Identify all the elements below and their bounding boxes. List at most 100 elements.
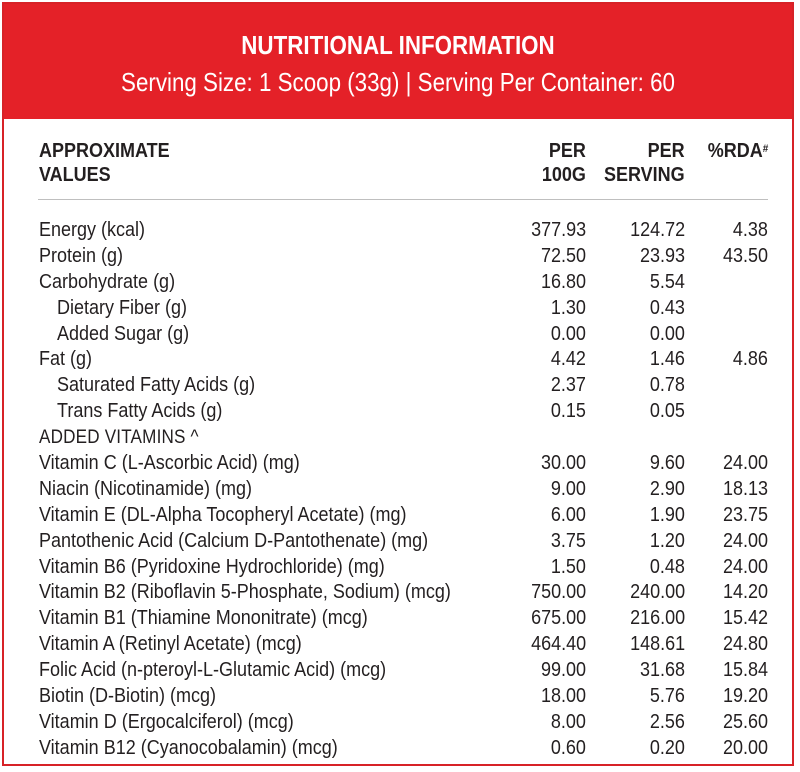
value-per-100g: 99.00	[540, 659, 586, 682]
value-per-100g: 675.00	[530, 607, 586, 630]
value-rda: 19.20	[722, 685, 768, 708]
nutrient-label: Energy (kcal)	[39, 219, 146, 241]
nutrient-label: Dietary Fiber (g)	[57, 296, 188, 319]
header-divider	[38, 199, 768, 200]
value-per-serving: 31.68	[639, 659, 685, 682]
value-per-serving: 1.20	[649, 529, 685, 552]
value-per-100g: 3.75	[550, 529, 586, 552]
table-row: Saturated Fatty Acids (g) 2.37 0.78	[4, 373, 792, 399]
value-per-serving: 0.20	[649, 736, 685, 759]
value-per-serving: 9.60	[649, 452, 685, 475]
nutrient-label: Vitamin E (DL-Alpha Tocopheryl Acetate) …	[39, 503, 407, 526]
value-rda: 23.75	[722, 503, 768, 526]
value-per-serving: 216.00	[629, 607, 685, 630]
value-rda: 25.60	[722, 710, 768, 733]
value-per-100g: 72.50	[540, 244, 586, 267]
value-per-100g: 9.00	[550, 477, 586, 500]
table-row: Biotin (D-Biotin) (mcg) 18.00 5.76 19.20	[4, 684, 792, 710]
table-row: Vitamin B12 (Cyanocobalamin) (mcg) 0.60 0.…	[4, 736, 792, 762]
table-row: Pantothenic Acid (Calcium D-Pantothenate…	[4, 529, 792, 555]
nutrient-label: Saturated Fatty Acids (g)	[57, 374, 256, 397]
value-per-100g: 0.00	[550, 322, 586, 345]
table-row: ADDED VITAMINS ^	[4, 425, 792, 451]
column-header-values-line2: VALUES	[39, 164, 111, 186]
value-per-100g: 16.80	[540, 270, 586, 293]
table-row: Carbohydrate (g) 16.80 5.54	[4, 270, 792, 296]
nutrient-label: Vitamin C (L-Ascorbic Acid) (mg)	[39, 452, 300, 475]
column-header-per-serving: PER SERVING	[604, 139, 685, 187]
value-per-100g: 1.50	[550, 555, 586, 578]
value-per-serving: 1.90	[649, 503, 685, 526]
value-rda: 4.38	[732, 219, 768, 241]
value-per-serving: 1.46	[649, 348, 685, 371]
value-rda: 24.00	[722, 555, 768, 578]
nutrient-label: Added Sugar (g)	[57, 322, 190, 345]
column-header-per-serving-line1: PER	[647, 140, 685, 162]
nutrient-label: Biotin (D-Biotin) (mcg)	[39, 685, 217, 708]
value-per-100g: 18.00	[540, 685, 586, 708]
nutrient-label: Vitamin D (Ergocalciferol) (mcg)	[39, 710, 294, 733]
column-header-per-100g: PER 100G	[542, 139, 586, 187]
nutrient-label: Folic Acid (n-pteroyl-L-Glutamic Acid) (…	[39, 659, 387, 682]
column-header-values-line1: APPROXIMATE	[39, 140, 170, 162]
table-row: Vitamin D (Ergocalciferol) (mcg) 8.00 2.56…	[4, 710, 792, 736]
value-per-serving: 5.76	[649, 685, 685, 708]
value-per-100g: 750.00	[530, 581, 586, 604]
value-rda: 14.20	[722, 581, 768, 604]
table-row: Vitamin E (DL-Alpha Tocopheryl Acetate) …	[4, 503, 792, 529]
value-rda: 15.84	[722, 659, 768, 682]
column-header-per-100g-line2: 100G	[541, 164, 586, 186]
value-per-100g: 2.37	[550, 374, 586, 397]
rda-footnote-mark: #	[762, 143, 768, 155]
value-per-serving: 0.00	[649, 322, 685, 345]
nutrient-label: Vitamin B1 (Thiamine Mononitrate) (mcg)	[39, 607, 368, 630]
table-row: Dietary Fiber (g) 1.30 0.43	[4, 296, 792, 322]
value-per-100g: 4.42	[550, 348, 586, 371]
nutrient-label: Pantothenic Acid (Calcium D-Pantothenate…	[39, 529, 429, 552]
table-row: Vitamin A (Retinyl Acetate) (mcg) 464.40 1…	[4, 632, 792, 658]
nutrient-label: Vitamin B2 (Riboflavin 5-Phosphate, Sodi…	[39, 581, 451, 604]
value-rda: 4.86	[732, 348, 768, 371]
table-row: Vitamin B2 (Riboflavin 5-Phosphate, Sodi…	[4, 580, 792, 606]
value-per-serving: 2.56	[649, 710, 685, 733]
value-per-100g: 0.15	[550, 400, 586, 423]
nutrient-label: Carbohydrate (g)	[39, 270, 176, 293]
nutrition-header: NUTRITIONAL INFORMATION Serving Size: 1 …	[4, 4, 792, 119]
column-header-rda-label: %RDA	[707, 140, 763, 162]
value-per-serving: 0.48	[649, 555, 685, 578]
nutrition-panel: NUTRITIONAL INFORMATION Serving Size: 1 …	[2, 2, 794, 766]
nutrient-label: Vitamin B12 (Cyanocobalamin) (mcg)	[39, 736, 338, 759]
column-header-per-serving-line2: SERVING	[604, 164, 685, 186]
nutrient-label: Vitamin B6 (Pyridoxine Hydrochloride) (m…	[39, 555, 385, 578]
table-row: Folic Acid (n-pteroyl-L-Glutamic Acid) (…	[4, 658, 792, 684]
table-row: Vitamin B1 (Thiamine Mononitrate) (mcg) 6…	[4, 606, 792, 632]
value-rda: 24.00	[722, 529, 768, 552]
value-rda: 24.80	[722, 633, 768, 656]
value-per-serving: 124.72	[629, 219, 685, 241]
value-per-serving: 5.54	[649, 270, 685, 293]
value-rda: 20.00	[722, 736, 768, 759]
column-header-per-100g-line1: PER	[548, 140, 586, 162]
table-row: Vitamin B6 (Pyridoxine Hydrochloride) (m…	[4, 555, 792, 581]
nutrient-label: ADDED VITAMINS ^	[39, 427, 199, 449]
value-rda: 43.50	[722, 244, 768, 267]
value-rda: 24.00	[722, 452, 768, 475]
table-row: Trans Fatty Acids (g) 0.15 0.05	[4, 399, 792, 425]
value-per-serving: 0.05	[649, 400, 685, 423]
table-row: Vitamin C (L-Ascorbic Acid) (mg) 30.00 9.6…	[4, 451, 792, 477]
value-per-serving: 240.00	[629, 581, 685, 604]
value-per-100g: 6.00	[550, 503, 586, 526]
nutrient-label: Vitamin A (Retinyl Acetate) (mcg)	[39, 633, 302, 656]
value-per-100g: 377.93	[530, 219, 586, 241]
nutrient-label: Trans Fatty Acids (g)	[57, 400, 223, 423]
value-rda: 15.42	[722, 607, 768, 630]
serving-info: Serving Size: 1 Scoop (33g) | Serving Pe…	[121, 67, 675, 97]
value-per-serving: 0.78	[649, 374, 685, 397]
table-row: Fat (g) 4.42 1.46 4.86	[4, 347, 792, 373]
table-row: Niacin (Nicotinamide) (mg) 9.00 2.90 18.13	[4, 477, 792, 503]
table-row: Protein (g) 72.50 23.93 43.50	[4, 244, 792, 270]
nutrient-rows: Energy (kcal) 377.93 124.72 4.38 Protein (g)…	[4, 218, 792, 762]
nutrition-title: NUTRITIONAL INFORMATION	[241, 30, 555, 60]
nutrient-label: Fat (g)	[39, 348, 93, 371]
value-per-100g: 0.60	[550, 736, 586, 759]
